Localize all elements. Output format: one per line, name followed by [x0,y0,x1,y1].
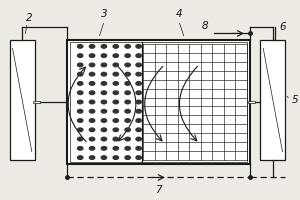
Circle shape [77,147,83,150]
Circle shape [136,128,141,132]
Circle shape [136,54,141,57]
Circle shape [77,91,83,95]
Circle shape [125,54,130,57]
Circle shape [125,63,130,67]
Circle shape [125,119,130,122]
Circle shape [136,91,141,95]
Circle shape [113,119,118,122]
Circle shape [113,147,118,150]
Circle shape [101,147,106,150]
Circle shape [113,91,118,95]
Circle shape [89,72,95,76]
Circle shape [89,109,95,113]
Bar [33,101,40,103]
Circle shape [101,137,106,141]
Bar [68,40,250,164]
Circle shape [136,109,141,113]
Circle shape [136,72,141,76]
Circle shape [89,45,95,48]
Circle shape [89,128,95,132]
Text: 6: 6 [280,22,286,32]
Circle shape [89,137,95,141]
Circle shape [77,119,83,122]
Circle shape [136,63,141,67]
Circle shape [77,82,83,85]
Text: 3: 3 [101,9,108,19]
Circle shape [89,156,95,159]
Circle shape [101,45,106,48]
Circle shape [113,63,118,67]
Circle shape [77,128,83,132]
Bar [260,40,286,160]
Circle shape [77,137,83,141]
Bar [248,101,255,103]
Circle shape [136,82,141,85]
Circle shape [77,109,83,113]
Circle shape [113,109,118,113]
Text: 4: 4 [176,9,182,19]
Circle shape [125,91,130,95]
Circle shape [77,45,83,48]
Circle shape [77,54,83,57]
Circle shape [101,54,106,57]
Circle shape [101,119,106,122]
Text: 5: 5 [291,95,298,105]
Circle shape [101,63,106,67]
Circle shape [125,82,130,85]
Circle shape [125,109,130,113]
Text: 2: 2 [26,13,32,23]
Circle shape [113,100,118,104]
Circle shape [89,54,95,57]
Circle shape [136,119,141,122]
Circle shape [101,100,106,104]
Circle shape [136,45,141,48]
Circle shape [136,137,141,141]
Circle shape [77,63,83,67]
Circle shape [89,63,95,67]
Circle shape [125,156,130,159]
Circle shape [136,147,141,150]
Circle shape [77,156,83,159]
Circle shape [89,100,95,104]
Circle shape [113,45,118,48]
Circle shape [113,137,118,141]
Text: 7: 7 [155,185,162,195]
Circle shape [101,82,106,85]
Text: 8: 8 [202,21,209,31]
Circle shape [77,72,83,76]
Circle shape [89,82,95,85]
Circle shape [89,91,95,95]
Circle shape [101,91,106,95]
Bar [10,40,35,160]
Circle shape [101,109,106,113]
Circle shape [113,72,118,76]
Circle shape [136,100,141,104]
Circle shape [101,156,106,159]
Circle shape [125,45,130,48]
Bar [70,42,248,162]
Circle shape [77,100,83,104]
Circle shape [113,128,118,132]
Circle shape [125,137,130,141]
Circle shape [136,156,141,159]
Circle shape [125,72,130,76]
Circle shape [101,128,106,132]
Circle shape [113,156,118,159]
Circle shape [89,147,95,150]
Circle shape [125,147,130,150]
Circle shape [125,128,130,132]
Circle shape [101,72,106,76]
Circle shape [125,100,130,104]
Circle shape [113,54,118,57]
Circle shape [89,119,95,122]
Circle shape [113,82,118,85]
